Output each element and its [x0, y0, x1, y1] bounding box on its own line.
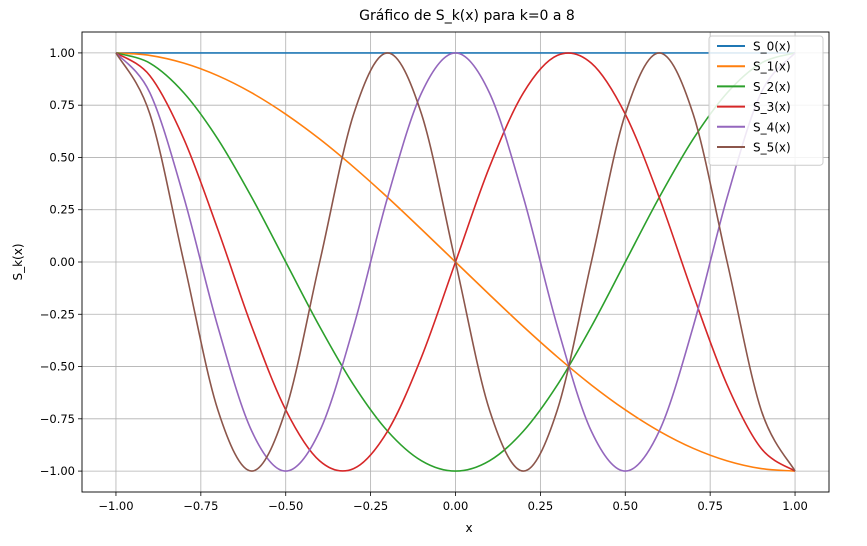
chart-title: Gráfico de S_k(x) para k=0 a 8 — [359, 8, 575, 24]
legend-label: S_5(x) — [753, 141, 791, 155]
x-tick-label: 0.50 — [612, 499, 638, 513]
y-tick-label: 0.50 — [49, 150, 75, 164]
y-tick-label: −1.00 — [40, 464, 75, 478]
legend-label: S_2(x) — [753, 80, 791, 94]
x-tick-label: 0.75 — [697, 499, 723, 513]
x-tick-label: −0.75 — [183, 499, 218, 513]
series-line-s5 — [115, 52, 796, 472]
x-axis-ticks: −1.00 −0.75 −0.50 −0.25 0.00 0.25 0.50 0.75 1.00 — [98, 492, 808, 513]
x-tick-label: −0.50 — [268, 499, 303, 513]
legend-box — [708, 35, 824, 166]
y-tick-label: −0.25 — [40, 307, 75, 321]
x-tick-label: 0.00 — [443, 499, 469, 513]
y-tick-label: −0.50 — [40, 360, 75, 374]
legend-label: S_1(x) — [753, 60, 791, 74]
legend-label: S_3(x) — [753, 100, 791, 114]
y-tick-label: −0.75 — [40, 412, 75, 426]
y-tick-label: 1.00 — [49, 46, 75, 60]
y-tick-label: 0.25 — [49, 203, 75, 217]
y-axis-ticks: −1.00 −0.75 −0.50 −0.25 0.00 0.25 0.50 0.75 1.00 — [40, 46, 82, 478]
x-tick-label: −1.00 — [98, 499, 133, 513]
x-tick-label: −0.25 — [353, 499, 388, 513]
y-tick-label: 0.75 — [49, 98, 75, 112]
legend-label: S_4(x) — [753, 120, 791, 134]
x-axis-label: x — [465, 521, 472, 535]
y-tick-label: 0.00 — [49, 255, 75, 269]
series-line-s2 — [115, 52, 796, 472]
series-layer — [115, 52, 796, 472]
legend-label: S_0(x) — [753, 40, 791, 54]
x-tick-label: 1.00 — [782, 499, 808, 513]
y-axis-label: S_k(x) — [11, 243, 25, 280]
legend: S_0(x) S_1(x) S_2(x) S_3(x) S_4(x) S_5(x) — [708, 35, 824, 166]
x-tick-label: 0.25 — [528, 499, 554, 513]
series-line-s4 — [115, 52, 796, 472]
